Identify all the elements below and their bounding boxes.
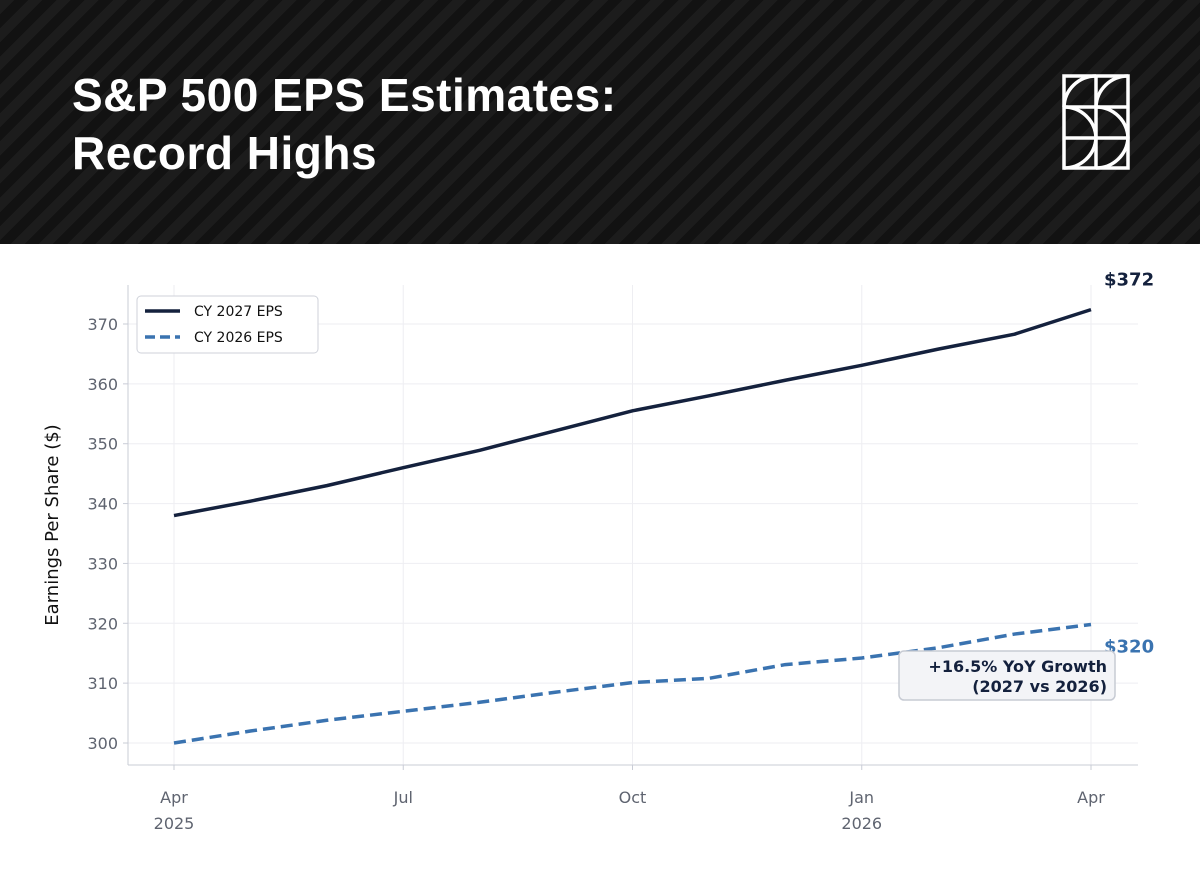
- y-tick-label: 310: [87, 674, 118, 693]
- series-line-cy2027: [173, 307, 1092, 518]
- legend-label: CY 2027 EPS: [194, 304, 283, 320]
- y-tick-label: 300: [87, 734, 118, 753]
- annotation-box: [898, 650, 1116, 701]
- y-tick-label: 320: [87, 614, 118, 633]
- y-tick-label: 370: [87, 315, 118, 334]
- x-tick-label: Oct: [619, 788, 647, 807]
- header-banner: S&P 500 EPS Estimates: Record Highs: [0, 0, 1200, 244]
- x-tick-year-label: 2026: [841, 814, 882, 833]
- title-line-1: S&P 500 EPS Estimates:: [72, 69, 617, 121]
- end-value-label: $372: [1104, 270, 1154, 291]
- legend-label: CY 2026 EPS: [194, 330, 283, 346]
- legend-box: [136, 295, 319, 354]
- page-title: S&P 500 EPS Estimates: Record Highs: [72, 66, 617, 182]
- y-tick-label: 330: [87, 554, 118, 573]
- x-tick-year-label: 2025: [154, 814, 195, 833]
- x-tick-label: Jul: [393, 788, 413, 807]
- y-axis-label: Earnings Per Share ($): [42, 424, 63, 625]
- x-tick-label: Apr: [1077, 788, 1105, 807]
- x-tick-label: Apr: [160, 788, 188, 807]
- annotation-line-2: (2027 vs 2026): [972, 677, 1107, 696]
- y-tick-label: 350: [87, 435, 118, 454]
- y-tick-label: 340: [87, 495, 118, 514]
- series-line-cy2026: [173, 622, 1092, 745]
- title-line-2: Record Highs: [72, 127, 378, 179]
- x-tick-label: Jan: [848, 788, 874, 807]
- annotation-line-1: +16.5% YoY Growth: [928, 657, 1107, 676]
- y-tick-label: 360: [87, 375, 118, 394]
- eps-line-chart: 300 310 320 330 340 350 360 370 Apr 2025 Jul Oct Jan…: [42, 270, 1154, 833]
- brand-logo-icon: [1062, 74, 1130, 170]
- end-value-label: $320: [1104, 636, 1154, 657]
